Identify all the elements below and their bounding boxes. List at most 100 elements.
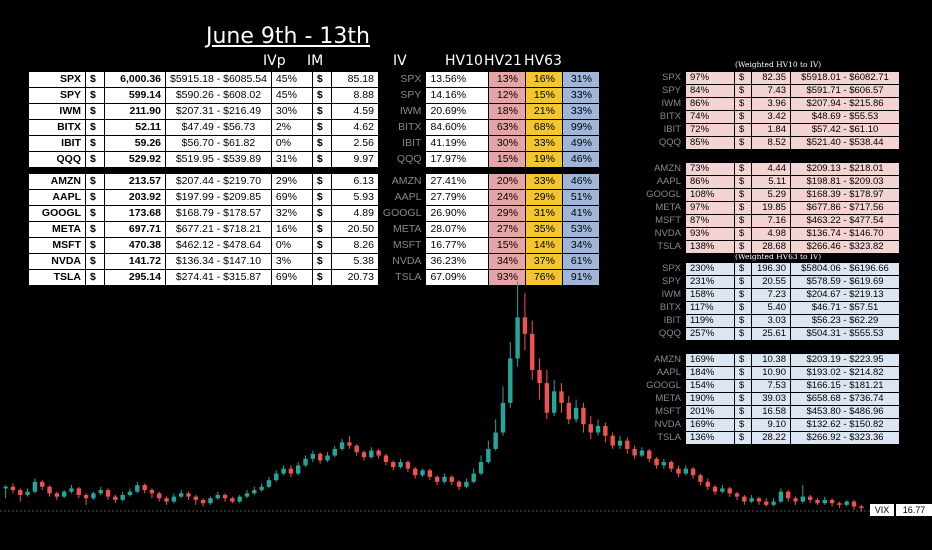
candle [683,465,689,476]
candle [559,383,564,413]
candle-body [742,496,747,502]
candle [76,486,81,499]
expected-range: $5915.18 - $6085.54 [165,71,272,88]
candle [712,485,718,495]
candle-body [120,494,125,500]
candle [230,496,235,504]
hv10-value: 18% [488,103,527,120]
ticker-gray: IBIT [663,124,681,135]
ticker-row: BITX $52.11 $47.49 - $56.73 2% $4.62 BITX 84.6… [28,119,601,136]
weighted-pct: 257% [685,327,735,341]
weighted-move: 25.61 [751,327,791,341]
ticker-gray: TSLA [395,271,422,283]
weighted-pct: 230% [685,262,735,276]
hv10-value: 30% [488,135,527,152]
candle [310,450,316,463]
candle [296,462,301,476]
implied-move: 4.62 [330,119,379,136]
candle-body [105,490,111,497]
candle [647,448,652,463]
weighted-range: $504.31 - $555.53 [790,327,900,341]
weighted-hv10-row: AAPL 86% $5.11 $198.81 - $209.03 [641,175,900,189]
weighted-move: 4.44 [751,162,791,176]
candle-body [734,493,740,497]
weighted-range: $168.39 - $178.97 [790,188,900,202]
ticker: IBIT [28,135,86,152]
candle-body [668,462,674,469]
weighted-range: $266.46 - $323.82 [790,240,900,254]
candle-body [603,425,608,436]
hv21-value: 35% [525,221,564,238]
dollar-sign: $ [85,269,105,286]
weighted-range: $266.92 - $323.36 [790,431,900,445]
expected-range: $519.95 - $539.89 [165,151,272,168]
expected-range: $590.26 - $608.02 [165,87,272,104]
hv21-value: 33% [525,135,564,152]
candle [325,452,330,463]
weighted-hv10-row: SPY 84% $7.43 $591.71 - $606.57 [641,84,900,98]
hv21-value: 68% [525,119,564,136]
weighted-hv63-row: SPY 231% $20.55 $578.59 - $619.69 [641,275,900,289]
ticker-gray: QQQ [396,153,422,165]
iv-percentile: 0% [270,135,313,152]
candle [69,485,74,494]
hv21-value: 21% [525,103,564,120]
candle [91,491,96,500]
candle [500,386,506,436]
weighted-hv63-row: QQQ 257% $25.61 $504.31 - $555.53 [641,327,900,341]
ticker-gray: QQQ [658,137,681,148]
implied-vol: 16.77% [425,237,490,254]
ticker-gray: AAPL [394,191,422,203]
implied-move: 20.73 [330,269,379,286]
candle-body [3,486,8,489]
candle-body [464,481,469,487]
candle [588,416,593,440]
ticker-gray: NVDA [392,255,422,267]
weighted-hv63-label: (Weighted HV63 to IV) [735,252,822,261]
candle-body [10,486,16,491]
candle [288,465,294,477]
ticker-gray: IWM [399,105,422,117]
candle [742,494,747,505]
candle-body [449,476,454,482]
candle [434,475,440,486]
candle [464,478,469,489]
dollar-sign: $ [734,214,752,228]
candle-body [186,493,191,497]
candle [764,498,769,507]
candle [676,465,681,477]
ticker-row: AMZN $213.57 $207.44 - $219.70 29% $6.13 AMZN… [28,173,601,190]
candle [844,499,849,507]
candle [420,468,425,477]
candle-body [281,468,286,474]
candle [654,457,659,469]
candle-body [551,391,557,413]
candle-body [405,462,411,469]
weighted-range: $198.81 - $209.03 [790,175,900,189]
candle-body [252,490,257,494]
candle-body [859,506,864,509]
hv10-value: 63% [488,119,527,136]
candle [698,473,703,486]
candle-body [164,498,169,502]
weighted-range: $57.42 - $61.10 [790,123,900,137]
ticker-gray: GOOGL [646,380,681,391]
candle [837,501,842,509]
price: 697.71 [104,221,166,238]
candle-body [135,485,140,492]
candle [449,475,454,486]
candle-body [544,383,550,413]
candle [749,494,754,504]
candle [354,443,359,456]
hv10-value: 15% [488,237,527,254]
weighted-hv63-row: IWM 158% $7.23 $204.67 - $219.13 [641,288,900,302]
weighted-move: 28.22 [751,431,791,445]
candle-body [471,473,476,482]
candle-body [354,445,359,453]
candle-body [83,494,89,499]
candle [266,476,272,489]
candle-body [559,391,564,403]
ticker: NVDA [28,253,86,270]
weighted-hv63-row: AMZN 169% $10.38 $203.19 - $223.95 [641,353,900,367]
weighted-move: 3.03 [751,314,791,328]
